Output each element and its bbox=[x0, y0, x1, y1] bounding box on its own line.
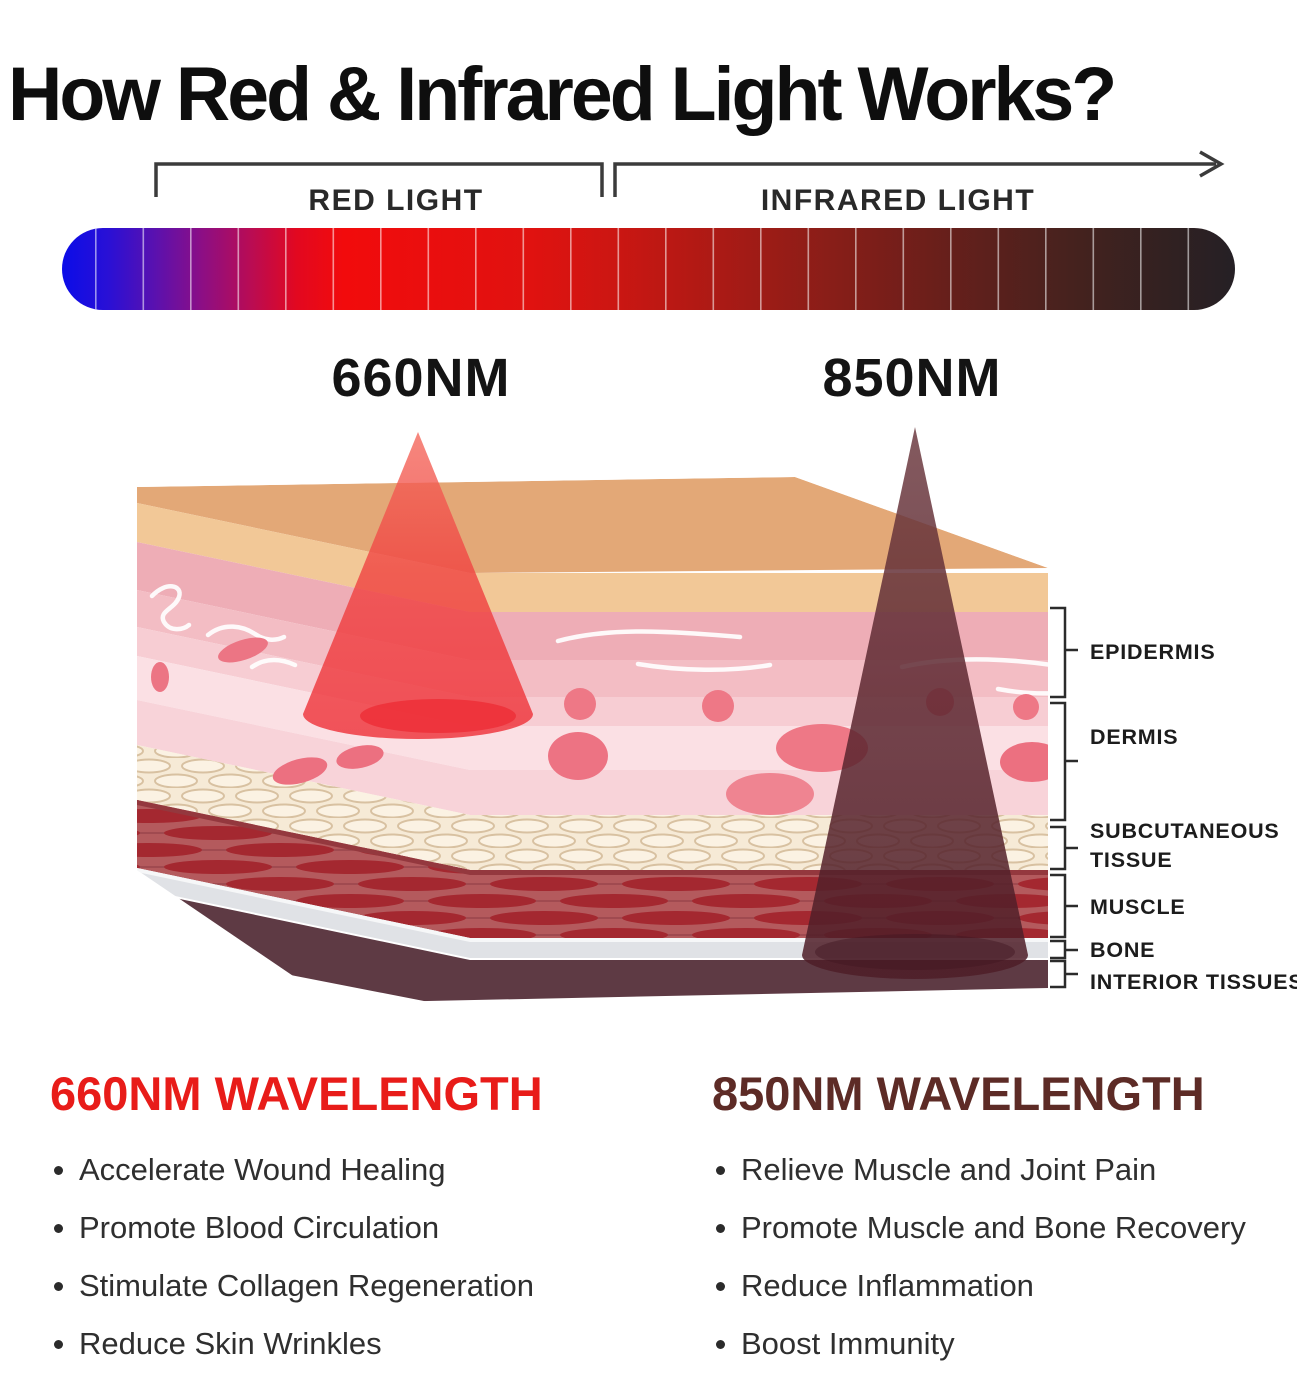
list-item: Promote Blood Circulation bbox=[50, 1209, 690, 1247]
benefit-text: Reduce Skin Wrinkles bbox=[79, 1326, 382, 1361]
skin-surface-top-face bbox=[137, 477, 1048, 573]
benefit-text: Promote Blood Circulation bbox=[79, 1210, 440, 1245]
bullet-icon bbox=[716, 1340, 725, 1349]
muscle-label: MUSCLE bbox=[1090, 895, 1186, 919]
column-850nm-list: Relieve Muscle and Joint Pain Promote Mu… bbox=[712, 1151, 1287, 1363]
interior-tissues-label: INTERIOR TISSUES bbox=[1090, 970, 1297, 994]
bone-layer bbox=[137, 868, 1048, 958]
list-item: Reduce Skin Wrinkles bbox=[50, 1325, 690, 1363]
list-item: Accelerate Wound Healing bbox=[50, 1151, 690, 1189]
bullet-icon bbox=[54, 1340, 63, 1349]
subcutaneous-fat-cells bbox=[137, 745, 1048, 870]
muscle-bracket bbox=[1050, 873, 1078, 939]
dermis-label: DERMIS bbox=[1090, 725, 1178, 749]
spectrum-segment-lines bbox=[95, 228, 1235, 310]
arrow-right-icon bbox=[1199, 150, 1225, 178]
list-item: Reduce Inflammation bbox=[712, 1267, 1287, 1305]
spectrum-range-brackets bbox=[154, 150, 1225, 197]
subcutaneous-label-line2: TISSUE bbox=[1090, 848, 1172, 872]
epidermis-label: EPIDERMIS bbox=[1090, 640, 1215, 664]
column-660nm: 660NM WAVELENGTH Accelerate Wound Healin… bbox=[50, 1058, 690, 1383]
benefit-text: Boost Immunity bbox=[741, 1326, 955, 1361]
page-title: How Red & Infrared Light Works? bbox=[8, 51, 1117, 137]
infrared-light-cone-850nm bbox=[802, 427, 1028, 979]
subcutaneous-bracket bbox=[1050, 825, 1078, 871]
red-light-cone-660nm bbox=[303, 432, 533, 739]
bullet-icon bbox=[716, 1282, 725, 1291]
bullet-icon bbox=[716, 1166, 725, 1175]
bone-bracket bbox=[1050, 939, 1078, 960]
red-light-range-label: RED LIGHT bbox=[308, 184, 483, 217]
dermis-bracket bbox=[1050, 701, 1078, 822]
wavelength-850nm-label: 850NM bbox=[822, 348, 1001, 408]
column-660nm-list: Accelerate Wound Healing Promote Blood C… bbox=[50, 1151, 690, 1363]
benefit-text: Reduce Inflammation bbox=[741, 1268, 1034, 1303]
list-item: Stimulate Collagen Regeneration bbox=[50, 1267, 690, 1305]
epidermis-bracket bbox=[1050, 606, 1078, 699]
subcutaneous-label-line1: SUBCUTANEOUS bbox=[1090, 819, 1280, 843]
layer-annotations bbox=[1050, 606, 1078, 989]
infrared-light-range-label: INFRARED LIGHT bbox=[761, 184, 1035, 217]
light-penetration-diagram: RED LIGHT INFRARED LIGHT 660NM 850NM bbox=[62, 150, 1297, 1003]
infrared-cone-base-spot bbox=[815, 934, 1015, 970]
dermis-layer-3 bbox=[137, 700, 1048, 815]
interior-tissues-layer bbox=[137, 890, 1048, 1003]
red-light-bracket bbox=[154, 162, 604, 197]
column-850nm-heading: 850NM WAVELENGTH bbox=[712, 1067, 1205, 1120]
spectrum-gradient-bar bbox=[62, 228, 1235, 310]
infrared-light-bracket bbox=[613, 162, 1216, 197]
bullet-icon bbox=[54, 1166, 63, 1175]
benefit-text: Stimulate Collagen Regeneration bbox=[79, 1268, 534, 1303]
column-850nm: 850NM WAVELENGTH Relieve Muscle and Join… bbox=[712, 1058, 1287, 1383]
list-item: Boost Immunity bbox=[712, 1325, 1287, 1363]
bullet-icon bbox=[54, 1282, 63, 1291]
red-cone-base-spot bbox=[360, 699, 516, 733]
list-item: Promote Muscle and Bone Recovery bbox=[712, 1209, 1287, 1247]
benefit-text: Promote Muscle and Bone Recovery bbox=[741, 1210, 1246, 1245]
list-item: Relieve Muscle and Joint Pain bbox=[712, 1151, 1287, 1189]
bullet-icon bbox=[54, 1224, 63, 1233]
bullet-icon bbox=[716, 1224, 725, 1233]
column-660nm-heading: 660NM WAVELENGTH bbox=[50, 1067, 543, 1120]
bone-label: BONE bbox=[1090, 938, 1155, 962]
benefit-text: Relieve Muscle and Joint Pain bbox=[741, 1152, 1157, 1187]
wavelength-660nm-label: 660NM bbox=[331, 348, 510, 408]
benefit-text: Accelerate Wound Healing bbox=[79, 1152, 446, 1187]
interior-tissues-bracket bbox=[1050, 959, 1078, 989]
